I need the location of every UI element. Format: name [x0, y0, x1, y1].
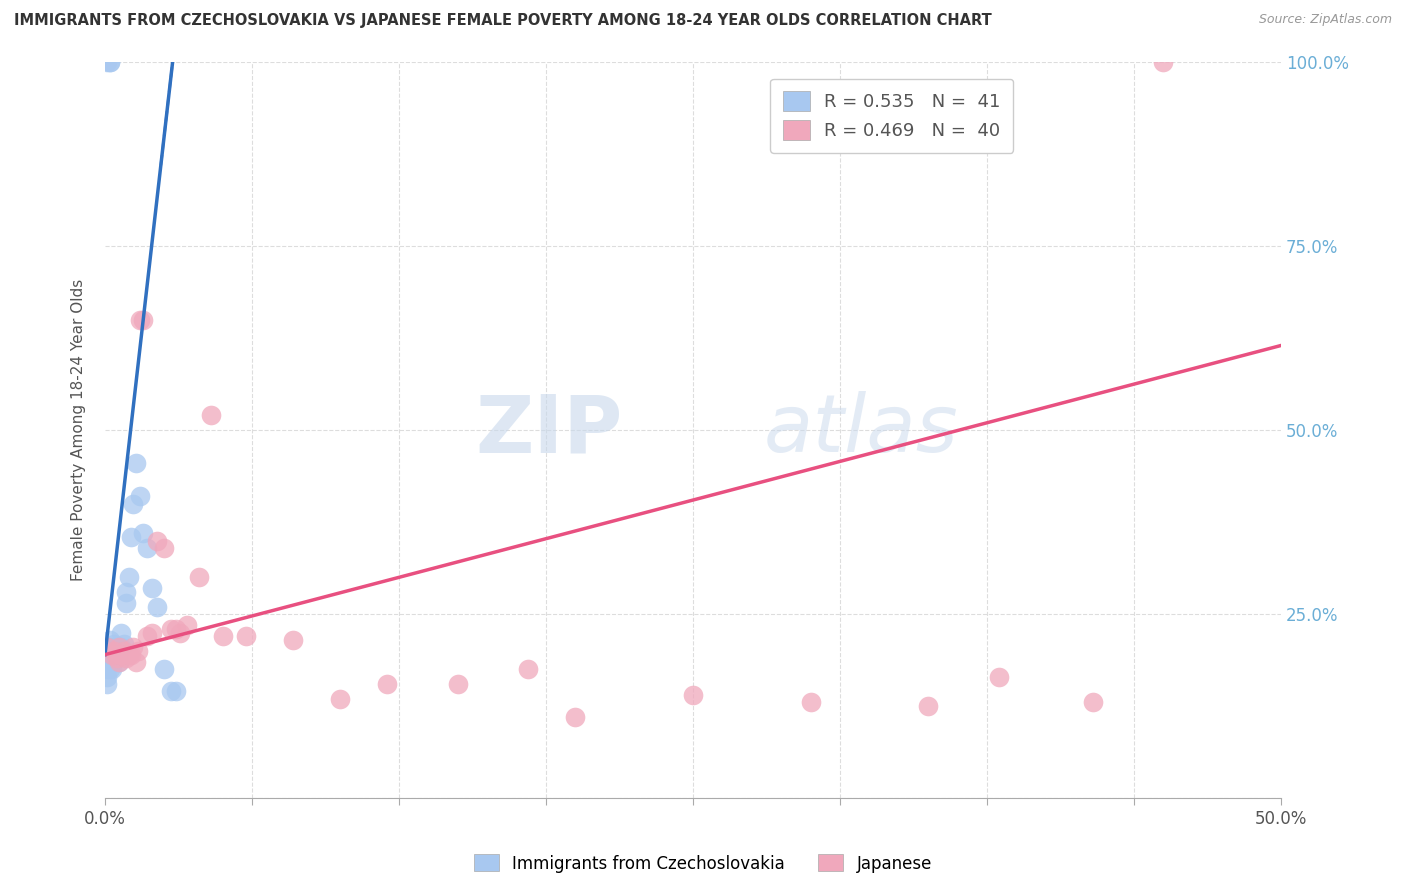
Text: ZIP: ZIP — [475, 391, 623, 469]
Point — [120, 530, 142, 544]
Point — [1081, 696, 1104, 710]
Point — [105, 648, 128, 662]
Point — [122, 640, 145, 655]
Point — [96, 640, 118, 655]
Point — [110, 648, 132, 662]
Point — [127, 644, 149, 658]
Point — [329, 691, 352, 706]
Point — [115, 596, 138, 610]
Point — [131, 312, 153, 326]
Point — [517, 662, 540, 676]
Point — [96, 670, 118, 684]
Point — [1152, 55, 1174, 70]
Point — [108, 644, 131, 658]
Point — [141, 625, 163, 640]
Point — [117, 570, 139, 584]
Point — [120, 648, 142, 662]
Point — [98, 648, 121, 662]
Point — [200, 409, 222, 423]
Point — [98, 655, 121, 669]
Point — [101, 655, 124, 669]
Point — [152, 541, 174, 555]
Point — [115, 585, 138, 599]
Point — [112, 636, 135, 650]
Point — [115, 651, 138, 665]
Point — [160, 684, 183, 698]
Point — [160, 622, 183, 636]
Point — [211, 629, 233, 643]
Point — [165, 622, 187, 636]
Point — [987, 670, 1010, 684]
Point — [101, 648, 124, 662]
Point — [103, 651, 125, 665]
Point — [96, 662, 118, 676]
Point — [98, 632, 121, 647]
Point — [96, 55, 118, 70]
Point — [101, 648, 124, 662]
Legend: R = 0.535   N =  41, R = 0.469   N =  40: R = 0.535 N = 41, R = 0.469 N = 40 — [770, 78, 1014, 153]
Point — [108, 655, 131, 669]
Point — [176, 618, 198, 632]
Point — [152, 662, 174, 676]
Point — [136, 541, 159, 555]
Point — [103, 644, 125, 658]
Point — [110, 640, 132, 655]
Point — [235, 629, 257, 643]
Point — [103, 636, 125, 650]
Point — [188, 570, 211, 584]
Point — [96, 655, 118, 669]
Legend: Immigrants from Czechoslovakia, Japanese: Immigrants from Czechoslovakia, Japanese — [467, 847, 939, 880]
Point — [103, 644, 125, 658]
Point — [105, 651, 128, 665]
Point — [101, 662, 124, 676]
Point — [145, 599, 167, 614]
Text: atlas: atlas — [763, 391, 959, 469]
Point — [108, 640, 131, 655]
Point — [165, 684, 187, 698]
Point — [129, 312, 152, 326]
Point — [141, 582, 163, 596]
Point — [98, 55, 121, 70]
Point — [96, 677, 118, 691]
Point — [447, 677, 470, 691]
Point — [101, 644, 124, 658]
Point — [110, 625, 132, 640]
Point — [98, 55, 121, 70]
Point — [564, 710, 586, 724]
Y-axis label: Female Poverty Among 18-24 Year Olds: Female Poverty Among 18-24 Year Olds — [72, 279, 86, 582]
Point — [124, 655, 146, 669]
Point — [145, 533, 167, 548]
Point — [169, 625, 191, 640]
Point — [112, 644, 135, 658]
Point — [281, 632, 304, 647]
Point — [131, 526, 153, 541]
Point — [108, 655, 131, 669]
Point — [105, 640, 128, 655]
Point — [122, 497, 145, 511]
Point — [800, 696, 823, 710]
Point — [682, 688, 704, 702]
Point — [917, 699, 939, 714]
Point — [117, 648, 139, 662]
Text: IMMIGRANTS FROM CZECHOSLOVAKIA VS JAPANESE FEMALE POVERTY AMONG 18-24 YEAR OLDS : IMMIGRANTS FROM CZECHOSLOVAKIA VS JAPANE… — [14, 13, 991, 29]
Point — [96, 648, 118, 662]
Point — [98, 662, 121, 676]
Point — [124, 456, 146, 470]
Point — [136, 629, 159, 643]
Point — [375, 677, 398, 691]
Text: Source: ZipAtlas.com: Source: ZipAtlas.com — [1258, 13, 1392, 27]
Point — [129, 489, 152, 503]
Point — [98, 640, 121, 655]
